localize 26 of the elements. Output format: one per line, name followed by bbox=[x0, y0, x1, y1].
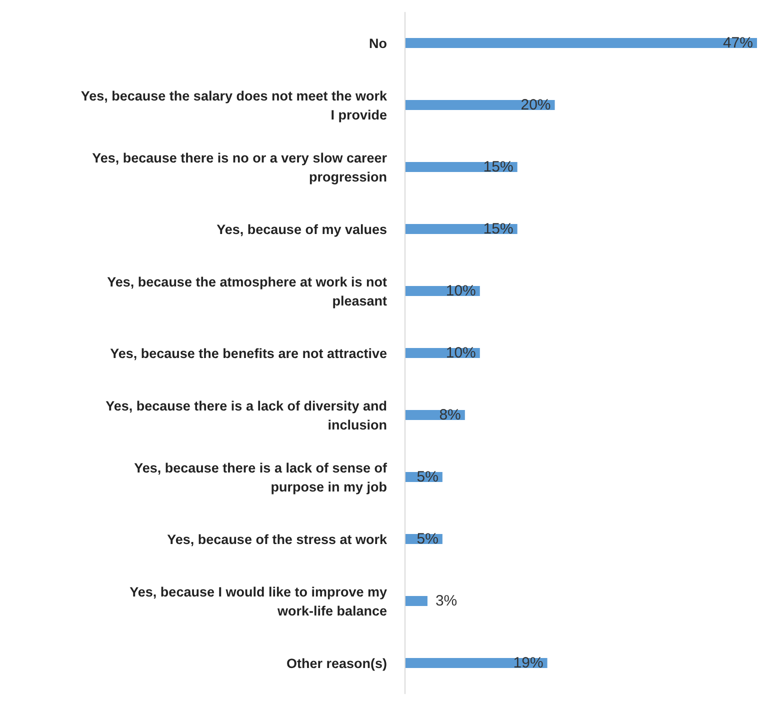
data-label: 20% bbox=[520, 96, 551, 114]
y-tick-label: Yes, because of my values bbox=[216, 222, 387, 236]
bar bbox=[405, 100, 555, 110]
y-tick-label: Yes, because there is a lack of diversity and inclusion bbox=[106, 398, 387, 432]
y-tick-label: Yes, because the benefits are not attractive bbox=[110, 346, 388, 360]
y-tick-label: Other reason(s) bbox=[286, 656, 387, 670]
y-tick-label: Yes, because of the stress at work bbox=[167, 532, 388, 546]
data-label: 3% bbox=[435, 592, 458, 610]
y-tick-label: Yes, because the salary does not meet the work I provide bbox=[80, 88, 388, 122]
bar bbox=[405, 596, 428, 606]
y-tick-label: No bbox=[369, 36, 387, 50]
data-label: 15% bbox=[483, 220, 514, 238]
y-tick-label: Yes, because the atmosphere at work is not pleasant bbox=[107, 274, 388, 308]
data-label: 5% bbox=[416, 468, 438, 486]
bar bbox=[405, 658, 548, 668]
data-label: 5% bbox=[416, 530, 438, 548]
y-tick-label: Yes, because there is no or a very slow career progression bbox=[92, 150, 388, 184]
data-label: 10% bbox=[446, 282, 476, 300]
data-label: 47% bbox=[722, 34, 753, 52]
y-tick-label: Yes, because there is a lack of sense of purpose in my job bbox=[134, 460, 388, 494]
data-label: 19% bbox=[513, 654, 544, 672]
data-label: 15% bbox=[483, 158, 514, 176]
bar bbox=[405, 38, 757, 48]
data-label: 10% bbox=[446, 344, 476, 362]
data-label: 8% bbox=[439, 406, 461, 424]
y-tick-label: Yes, because I would like to improve my work-life balance bbox=[130, 584, 388, 618]
